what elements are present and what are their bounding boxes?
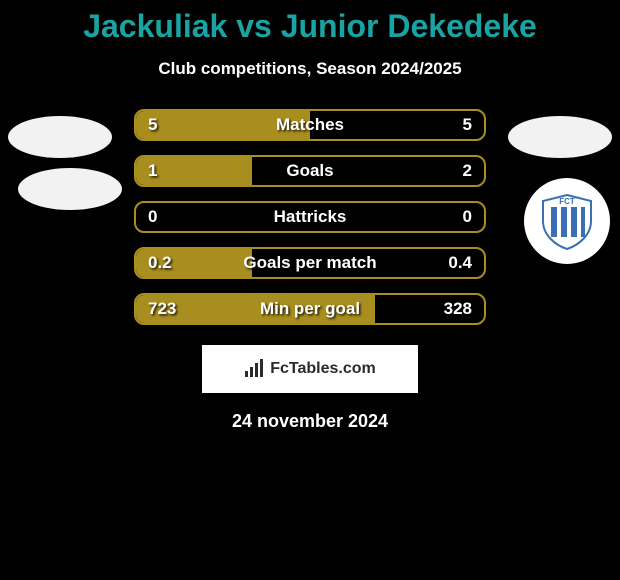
stat-value-right: 0 [463,201,472,233]
stat-row: 55Matches [0,109,620,141]
stat-value-left: 1 [148,155,157,187]
bar-track [134,109,486,141]
stat-value-right: 0.4 [448,247,472,279]
date-text: 24 november 2024 [0,411,620,432]
stat-value-right: 5 [463,109,472,141]
bar-fill [136,111,310,139]
page-title: Jackuliak vs Junior Dekedeke [0,0,620,45]
stat-value-left: 5 [148,109,157,141]
bar-chart-icon [244,359,264,379]
stat-value-right: 328 [444,293,472,325]
bar-track [134,201,486,233]
brand-box: FcTables.com [202,345,418,393]
subtitle: Club competitions, Season 2024/2025 [0,59,620,79]
stat-value-left: 0 [148,201,157,233]
bar-track [134,247,486,279]
stat-value-left: 0.2 [148,247,172,279]
stat-value-left: 723 [148,293,176,325]
stat-row: 00Hattricks [0,201,620,233]
title-text: Jackuliak vs Junior Dekedeke [83,8,537,44]
bar-track [134,155,486,187]
stat-row: 12Goals [0,155,620,187]
stat-value-right: 2 [463,155,472,187]
stat-row: 0.20.4Goals per match [0,247,620,279]
stat-row: 723328Min per goal [0,293,620,325]
brand-text: FcTables.com [270,360,376,378]
bar-track [134,293,486,325]
